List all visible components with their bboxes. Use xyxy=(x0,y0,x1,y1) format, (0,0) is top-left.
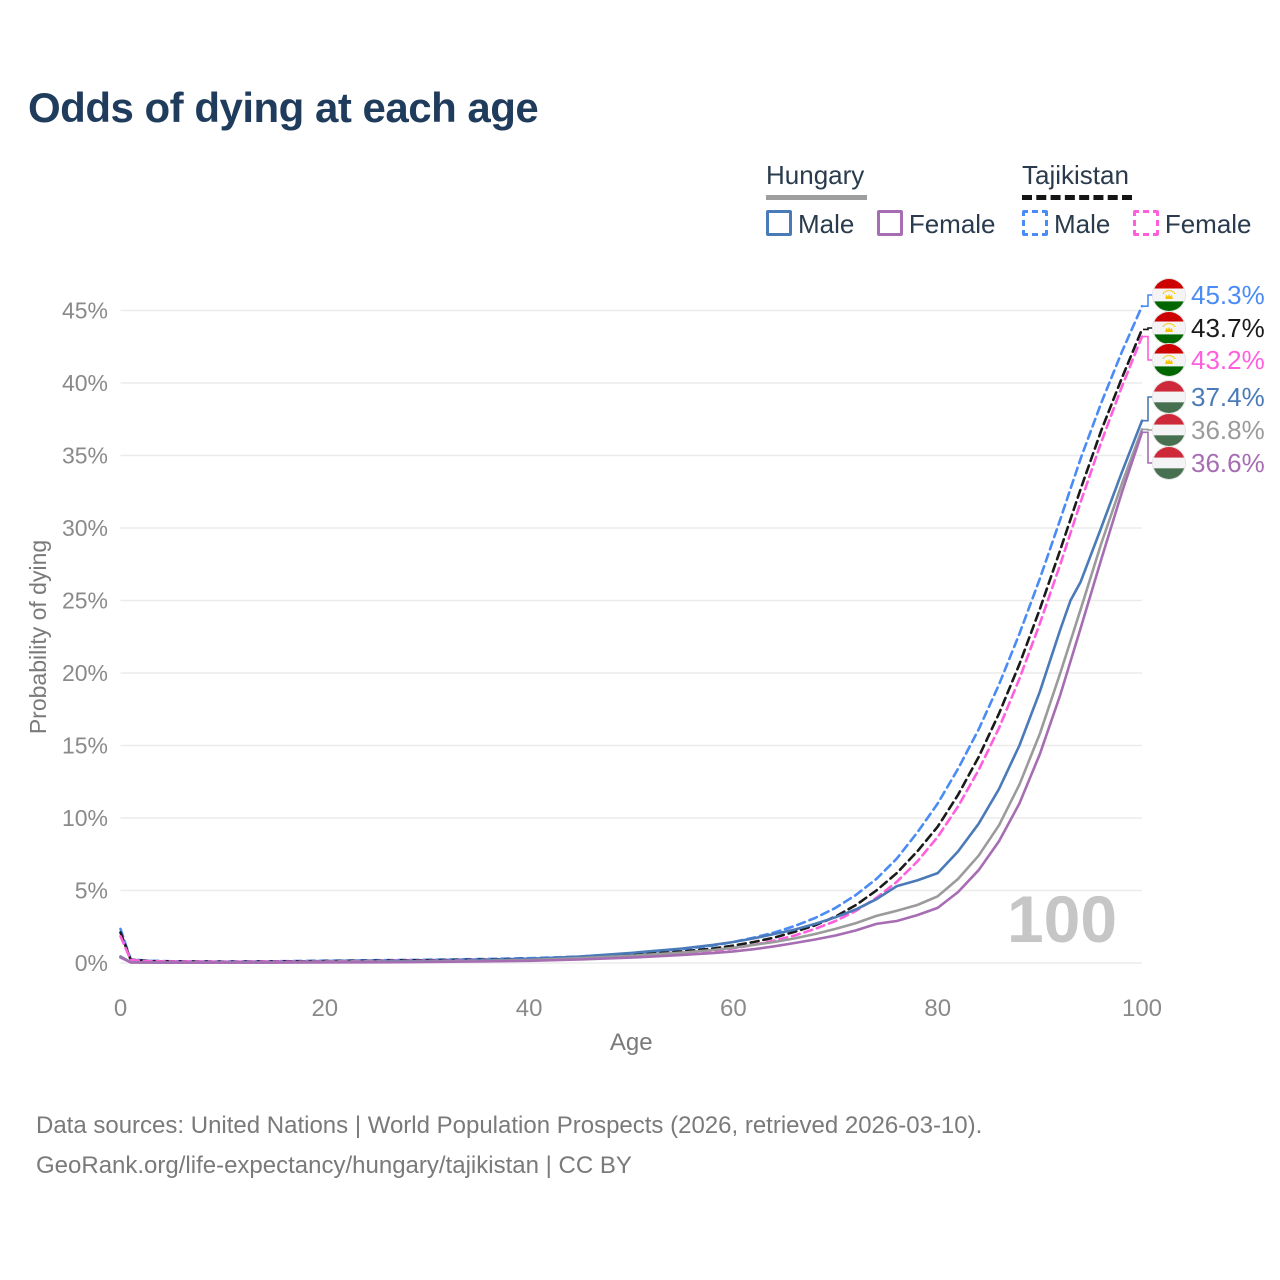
series-line-hu-female[interactable] xyxy=(119,431,1144,964)
footer: Data sources: United Nations | World Pop… xyxy=(36,1106,982,1186)
y-tick-label: 25% xyxy=(62,588,108,614)
hover-age-watermark: 100 xyxy=(1007,882,1117,956)
label-connector xyxy=(1143,294,1153,307)
legend-country-hungary[interactable]: Hungary xyxy=(766,160,865,190)
y-tick-label: 40% xyxy=(62,370,108,396)
label-connector xyxy=(1143,335,1153,361)
y-tick-label: 30% xyxy=(62,515,108,541)
x-tick-label: 20 xyxy=(311,995,338,1022)
attribution-line: GeoRank.org/life-expectancy/hungary/taji… xyxy=(36,1152,632,1179)
y-tick-label: 5% xyxy=(75,878,108,904)
tajikistan-male-checkbox[interactable] xyxy=(1022,210,1048,236)
tajikistan-underline xyxy=(1022,195,1132,200)
tajikistan-female-checkbox[interactable] xyxy=(1132,210,1159,236)
hungary-female-checkbox[interactable] xyxy=(876,210,903,236)
label-connector xyxy=(1143,431,1153,464)
legend-item-tajikistan-male[interactable]: Male xyxy=(1022,209,1110,240)
hungary-underline xyxy=(766,195,867,200)
y-tick-label: 15% xyxy=(62,733,108,759)
legend-label-hungary-female: Female xyxy=(908,209,996,239)
legend-item-tajikistan-female[interactable]: Female xyxy=(1132,209,1252,240)
legend-label-tajikistan-male: Male xyxy=(1054,209,1111,239)
legend-group-tajikistan: Tajikistan Male Female xyxy=(1022,160,1270,240)
x-tick-label: 40 xyxy=(516,995,543,1022)
data-sources-line: Data sources: United Nations | World Pop… xyxy=(36,1112,983,1139)
series-line-hu-male[interactable] xyxy=(119,419,1144,964)
series-line-hu-both[interactable] xyxy=(119,428,1144,964)
x-tick-label: 100 xyxy=(1122,995,1162,1022)
series-line-tj-male[interactable] xyxy=(119,304,1144,963)
legend-item-hungary-female[interactable]: Female xyxy=(876,209,996,240)
label-connector xyxy=(1143,396,1153,422)
page-title: Odds of dying at each age xyxy=(28,84,539,131)
legend-group-hungary: Hungary Male Female xyxy=(766,160,1014,240)
y-axis-title: Probability of dying xyxy=(25,540,51,734)
label-connector xyxy=(1143,428,1153,431)
y-tick-label: 35% xyxy=(62,443,108,469)
line-chart[interactable]: 0% 5% 10% 15% 20% 25% 30% 35% 40% 45% 0 20 40 60 80 100… xyxy=(0,0,1280,1080)
x-tick-label: 0 xyxy=(114,995,127,1022)
legend-country-tajikistan[interactable]: Tajikistan xyxy=(1022,160,1129,190)
legend-label-hungary-male: Male xyxy=(798,209,855,239)
series-line-tj-female[interactable] xyxy=(119,335,1144,964)
y-tick-label: 20% xyxy=(62,660,108,686)
y-tick-label: 10% xyxy=(62,805,108,831)
legend: Hungary Male Female Tajikistan Male Fema… xyxy=(0,160,1280,240)
hungary-male-checkbox[interactable] xyxy=(766,210,792,236)
x-tick-label: 60 xyxy=(720,995,747,1022)
x-tick-label: 80 xyxy=(924,995,951,1022)
x-axis-title: Age xyxy=(610,1029,653,1056)
y-tick-label: 0% xyxy=(75,950,108,976)
label-connector xyxy=(1143,327,1153,331)
y-tick-label: 45% xyxy=(62,298,108,324)
legend-item-hungary-male[interactable]: Male xyxy=(766,209,854,240)
series-line-tj-both[interactable] xyxy=(119,328,1144,963)
legend-label-tajikistan-female: Female xyxy=(1164,209,1252,239)
